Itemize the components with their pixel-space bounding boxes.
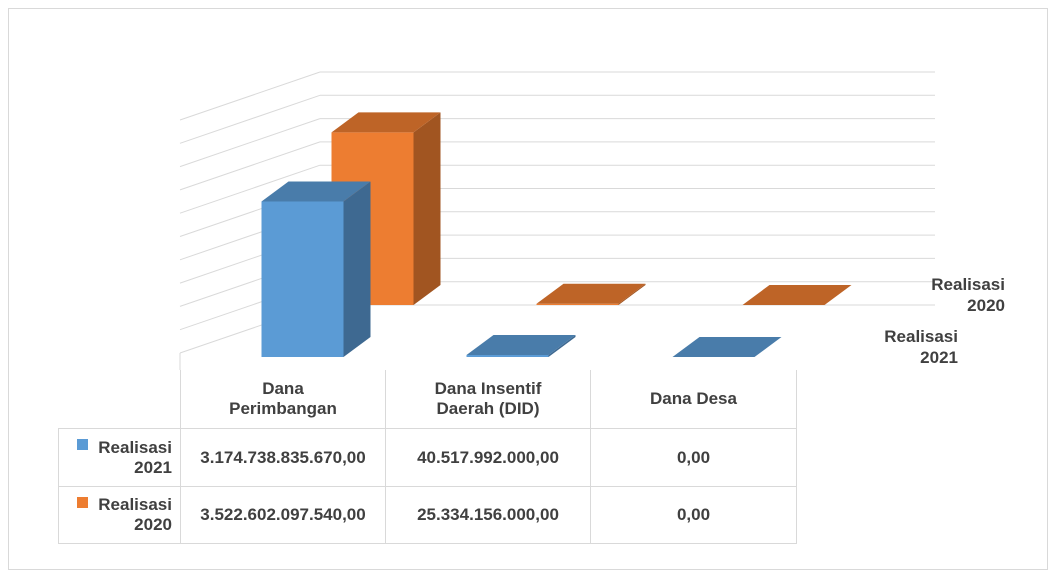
table-value: 0,00	[590, 486, 797, 544]
bar-side	[548, 335, 576, 357]
bar-front	[466, 355, 549, 357]
legend-cell: Realisasi 2020	[58, 486, 180, 544]
bar-side	[413, 112, 441, 306]
depth-label: Realisasi 2021	[884, 327, 958, 367]
grid-line	[179, 71, 321, 121]
bar-top	[536, 283, 646, 304]
table-header: Dana Insentif Daerah (DID)	[385, 370, 590, 428]
legend-label: Realisasi 2020	[98, 495, 172, 534]
grid-line	[179, 141, 321, 191]
grid-line	[179, 118, 321, 168]
chart-frame	[8, 8, 1048, 570]
table-value: 3.174.738.835.670,00	[180, 428, 385, 486]
bar-top	[466, 335, 576, 356]
legend-label: Realisasi 2021	[98, 437, 172, 477]
legend-cell: Realisasi 2021	[58, 428, 180, 486]
table-value: 0,00	[590, 428, 797, 486]
bar-top	[672, 337, 782, 357]
legend-key	[77, 497, 88, 508]
bar-side	[618, 283, 646, 305]
depth-label: Realisasi 2020	[931, 275, 1005, 315]
grid-line	[179, 94, 321, 144]
table-value: 25.334.156.000,00	[385, 486, 590, 544]
table-value: 40.517.992.000,00	[385, 428, 590, 486]
table-header: Dana Desa	[590, 370, 797, 428]
table-header: Dana Perimbangan	[180, 370, 385, 428]
bar-side	[343, 181, 371, 357]
bar-front	[536, 303, 619, 305]
bar-front	[261, 201, 344, 357]
legend-key	[77, 439, 88, 450]
bar-top	[331, 112, 441, 133]
grid-line	[179, 164, 321, 214]
table-value: 3.522.602.097.540,00	[180, 486, 385, 544]
bar-top	[742, 285, 852, 305]
bar-top	[261, 181, 371, 202]
